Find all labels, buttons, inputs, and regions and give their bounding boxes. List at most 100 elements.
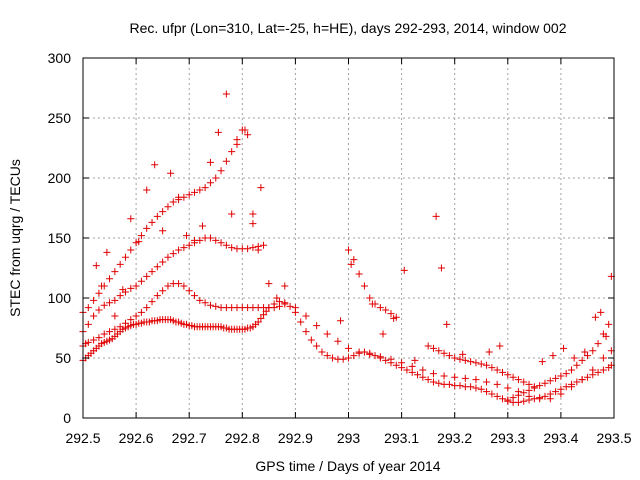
data-point: [355, 348, 363, 356]
data-point: [376, 353, 384, 361]
y-tick-label: 250: [48, 110, 72, 126]
data-point: [488, 390, 496, 398]
data-point: [483, 378, 491, 386]
data-point: [159, 287, 167, 295]
data-point: [467, 358, 475, 366]
data-point: [201, 184, 209, 192]
data-point: [440, 372, 448, 380]
data-point: [302, 328, 310, 336]
data-point: [477, 385, 485, 393]
data-point: [260, 241, 268, 249]
y-axis-label: STEC from uqrg / TECUs: [7, 159, 23, 317]
data-point: [228, 244, 236, 252]
data-point: [121, 319, 129, 327]
data-point: [297, 318, 305, 326]
data-point: [573, 361, 581, 369]
data-point: [257, 184, 265, 192]
data-point: [137, 232, 145, 240]
data-point: [116, 323, 124, 331]
data-point: [228, 210, 236, 218]
data-point: [241, 126, 249, 134]
data-point: [217, 167, 225, 175]
data-point: [408, 362, 416, 370]
data-point: [175, 193, 183, 201]
data-point: [95, 306, 103, 314]
data-point: [483, 388, 491, 396]
data-point: [95, 334, 103, 342]
data-point: [390, 314, 398, 322]
data-point: [589, 366, 597, 374]
data-point: [456, 355, 464, 363]
data-point: [302, 312, 310, 320]
data-point: [472, 376, 480, 384]
data-point: [180, 244, 188, 252]
data-point: [273, 294, 281, 302]
data-point: [345, 354, 352, 362]
data-point: [493, 392, 501, 400]
data-point: [477, 360, 485, 368]
data-point: [398, 359, 406, 367]
data-point: [151, 161, 159, 169]
data-point: [307, 336, 315, 344]
data-point: [111, 268, 119, 276]
data-point: [504, 396, 512, 404]
data-point: [387, 310, 395, 318]
data-point: [541, 392, 549, 400]
data-point: [445, 352, 453, 360]
data-point: [169, 250, 177, 258]
data-point: [148, 268, 156, 276]
data-point: [541, 379, 549, 387]
data-point: [583, 352, 591, 360]
data-point: [106, 299, 114, 307]
data-point: [560, 344, 568, 352]
data-point: [196, 296, 204, 304]
data-point: [451, 354, 459, 362]
data-point: [153, 212, 161, 220]
data-point: [167, 169, 175, 177]
data-point: [90, 296, 98, 304]
data-point: [212, 236, 220, 244]
data-point: [419, 366, 427, 374]
data-point: [127, 246, 135, 254]
data-point: [148, 218, 156, 226]
data-point: [191, 292, 199, 300]
x-tick-label: 293.1: [384, 430, 419, 446]
data-point: [212, 174, 220, 182]
data-point: [127, 215, 135, 223]
data-point: [432, 212, 440, 220]
data-point: [578, 356, 586, 364]
data-point: [599, 366, 607, 374]
data-point: [106, 328, 114, 336]
data-point: [185, 287, 193, 295]
data-point: [137, 277, 145, 285]
data-point: [291, 304, 299, 312]
x-tick-label: 293.3: [490, 430, 525, 446]
data-point: [429, 344, 437, 352]
data-point: [382, 356, 390, 364]
data-point: [100, 301, 108, 309]
data-point: [191, 188, 199, 196]
x-tick-label: 293.5: [596, 430, 631, 446]
data-point: [286, 302, 294, 310]
data-point: [581, 348, 589, 356]
y-tick-label: 0: [63, 410, 71, 426]
data-point: [573, 378, 581, 386]
data-point: [493, 366, 501, 374]
data-point: [429, 378, 437, 386]
data-point: [594, 368, 602, 376]
data-point: [323, 330, 331, 338]
data-point: [488, 364, 496, 372]
data-point: [313, 322, 321, 330]
data-point: [92, 262, 100, 270]
data-point: [509, 373, 517, 381]
data-point: [514, 391, 522, 399]
data-point: [552, 374, 560, 382]
data-point: [103, 248, 111, 256]
data-point: [485, 348, 493, 356]
data-point: [546, 377, 554, 385]
data-point: [530, 383, 538, 391]
data-point: [382, 306, 390, 314]
data-point: [599, 354, 607, 362]
x-tick-label: 293.4: [543, 430, 578, 446]
